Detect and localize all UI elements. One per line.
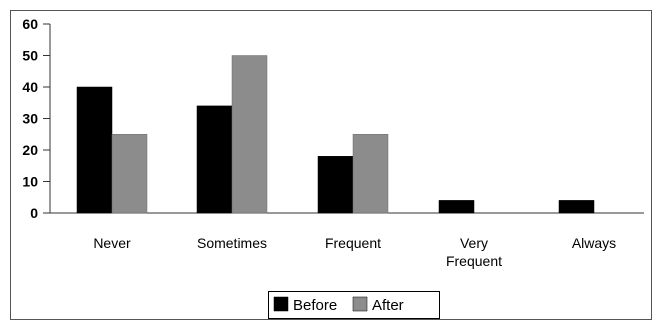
y-tick-label: 40 <box>22 79 38 95</box>
x-category-label-line: Always <box>572 235 616 251</box>
y-tick-label: 30 <box>22 111 38 127</box>
y-tick-label: 0 <box>30 205 38 221</box>
y-tick-label: 60 <box>22 16 38 32</box>
x-category-label: Always <box>572 235 616 251</box>
x-category-label: Never <box>93 235 131 251</box>
y-tick-label: 20 <box>22 142 38 158</box>
bar-before-very-frequent <box>438 200 475 214</box>
bar-before-never <box>76 86 113 214</box>
bar-after-sometimes <box>231 55 268 214</box>
x-category-label: Very Frequent <box>446 235 502 269</box>
y-tick-label: 50 <box>22 48 38 64</box>
bars-group <box>76 55 595 214</box>
x-category-label-line: Frequent <box>325 235 381 251</box>
legend-label-after: After <box>372 297 404 314</box>
x-category-label-line: Very <box>460 235 488 251</box>
bar-after-never <box>111 134 148 214</box>
bar-before-sometimes <box>196 105 233 214</box>
x-category-label: Sometimes <box>197 235 267 251</box>
legend: Before After <box>268 291 440 319</box>
x-category-label: Frequent <box>325 235 381 251</box>
legend-swatch-after <box>352 296 368 312</box>
y-axis: 0 10 20 30 40 50 60 <box>22 16 51 221</box>
legend-label-before: Before <box>293 297 337 314</box>
x-category-label-line: Never <box>93 235 131 251</box>
x-category-label-line: Sometimes <box>197 235 267 251</box>
y-tick-label: 10 <box>22 174 38 190</box>
legend-swatch-before <box>273 296 289 312</box>
bar-after-frequent <box>352 134 389 214</box>
bar-before-frequent <box>317 156 354 214</box>
bar-before-always <box>558 200 595 214</box>
x-category-label-line: Frequent <box>446 253 502 269</box>
